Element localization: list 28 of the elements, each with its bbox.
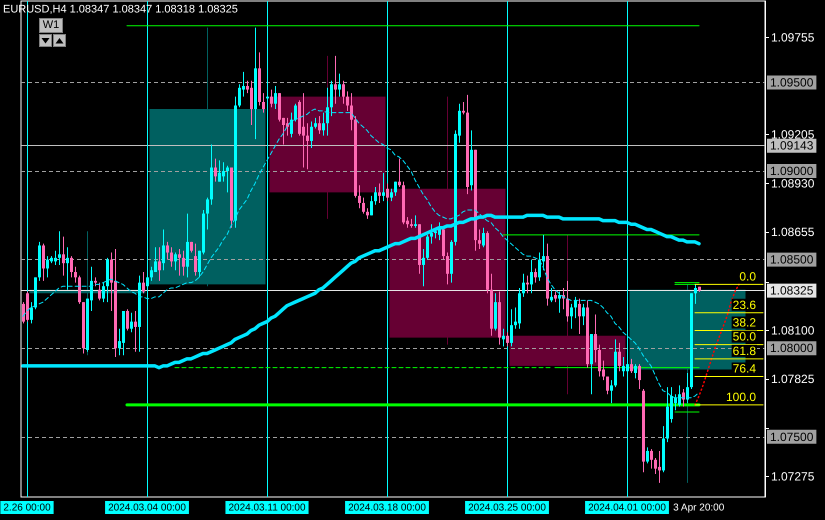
ref-line-label: 1.09500 — [770, 75, 814, 90]
period-button: W1 — [39, 18, 63, 33]
y-tick-label: 1.07275 — [771, 470, 815, 484]
series-label: 50.0 — [732, 330, 756, 344]
series-label: 38.2 — [732, 315, 756, 330]
x-tick-label: 2024.04.01 00:00 — [588, 502, 666, 514]
ref-line-label: 1.08000 — [770, 341, 814, 356]
series-label: 23.6 — [732, 298, 756, 312]
y-tick-label: 1.08100 — [771, 323, 815, 338]
series-label: 100.0 — [726, 390, 756, 404]
series-label: 0.0 — [739, 269, 756, 284]
x-tick-label: 3 Apr 20:00 — [673, 502, 725, 514]
ref-line-label: 1.07500 — [770, 430, 814, 444]
x-tick-label: 2024.03.11 00:00 — [228, 502, 306, 514]
x-tick-label: 2024.03.18 00:00 — [348, 502, 426, 514]
y-tick-label: 1.09755 — [771, 30, 815, 44]
y-tick-label: 1.08930 — [771, 176, 815, 190]
ref-line-label: 1.08325 — [770, 284, 814, 298]
series-label: 76.4 — [732, 362, 756, 376]
x-tick-label: 2024.03.04 00:00 — [108, 502, 186, 514]
ref-line-label: 1.08500 — [770, 252, 814, 267]
y-tick-label: 1.07825 — [771, 372, 815, 386]
series-label: 61.8 — [732, 344, 756, 358]
x-tick-label: 2024.03.25 00:00 — [468, 502, 546, 514]
ref-line-label: 1.09143 — [770, 138, 814, 153]
y-tick-label: 1.08655 — [771, 225, 815, 240]
ref-line-label: 1.09000 — [770, 164, 814, 178]
x-tick-label: 2.26 00:00 — [3, 502, 52, 514]
